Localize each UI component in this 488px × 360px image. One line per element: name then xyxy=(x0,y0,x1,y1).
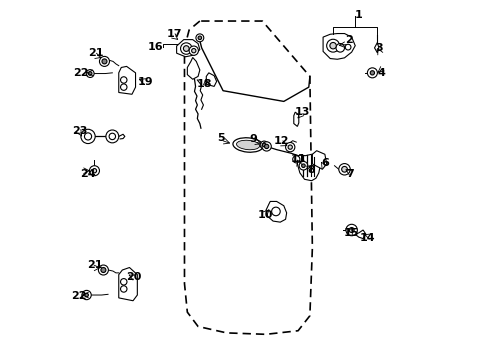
Circle shape xyxy=(345,44,350,50)
Circle shape xyxy=(81,129,95,144)
Text: 2: 2 xyxy=(345,35,352,45)
Circle shape xyxy=(262,143,265,147)
Circle shape xyxy=(191,49,196,53)
Polygon shape xyxy=(323,33,354,59)
Polygon shape xyxy=(374,42,378,53)
Circle shape xyxy=(196,34,203,42)
Polygon shape xyxy=(206,73,216,86)
Circle shape xyxy=(121,286,127,292)
Circle shape xyxy=(189,46,198,55)
Polygon shape xyxy=(354,230,365,239)
Circle shape xyxy=(262,142,271,151)
Circle shape xyxy=(86,69,94,77)
Text: 23: 23 xyxy=(72,126,88,136)
Circle shape xyxy=(102,59,107,64)
Circle shape xyxy=(285,143,294,152)
Circle shape xyxy=(92,168,97,173)
Circle shape xyxy=(301,164,305,167)
Text: 11: 11 xyxy=(290,154,306,164)
Circle shape xyxy=(366,68,377,78)
Circle shape xyxy=(101,267,106,273)
Polygon shape xyxy=(265,202,286,222)
Circle shape xyxy=(287,145,292,149)
Polygon shape xyxy=(297,154,320,181)
Circle shape xyxy=(109,133,115,140)
Circle shape xyxy=(82,291,91,300)
Circle shape xyxy=(98,265,108,275)
Text: 6: 6 xyxy=(320,158,328,168)
Circle shape xyxy=(84,133,91,140)
Text: 9: 9 xyxy=(249,134,257,144)
Circle shape xyxy=(106,130,119,143)
Text: 20: 20 xyxy=(126,272,141,282)
Text: 8: 8 xyxy=(307,165,315,175)
Circle shape xyxy=(121,77,127,83)
Circle shape xyxy=(89,166,99,176)
Text: 22: 22 xyxy=(73,68,88,78)
Text: 4: 4 xyxy=(376,68,384,78)
Circle shape xyxy=(180,43,192,54)
Text: 21: 21 xyxy=(87,260,102,270)
Circle shape xyxy=(326,39,339,52)
Text: 12: 12 xyxy=(273,136,289,147)
Circle shape xyxy=(271,207,280,216)
Polygon shape xyxy=(312,151,326,169)
Polygon shape xyxy=(176,40,200,57)
Circle shape xyxy=(341,166,346,172)
Circle shape xyxy=(99,57,109,66)
Circle shape xyxy=(260,141,267,149)
Polygon shape xyxy=(119,66,135,94)
Polygon shape xyxy=(187,58,200,79)
Text: 22: 22 xyxy=(70,291,86,301)
Text: 15: 15 xyxy=(343,228,359,238)
Circle shape xyxy=(292,156,299,163)
Circle shape xyxy=(121,279,127,285)
Circle shape xyxy=(88,72,92,75)
Text: 18: 18 xyxy=(196,78,212,89)
Circle shape xyxy=(121,84,127,90)
Text: 13: 13 xyxy=(294,107,309,117)
Circle shape xyxy=(369,71,374,75)
Ellipse shape xyxy=(236,140,259,150)
Ellipse shape xyxy=(232,138,263,152)
Circle shape xyxy=(299,161,307,170)
Text: 1: 1 xyxy=(354,10,362,20)
Text: 16: 16 xyxy=(148,42,163,52)
Text: 14: 14 xyxy=(359,233,375,243)
Text: 24: 24 xyxy=(80,168,96,179)
Text: 10: 10 xyxy=(257,210,272,220)
Text: 3: 3 xyxy=(375,43,382,53)
Text: 17: 17 xyxy=(167,29,182,39)
Circle shape xyxy=(264,144,268,149)
Circle shape xyxy=(84,293,88,297)
Text: 21: 21 xyxy=(88,48,104,58)
Circle shape xyxy=(198,36,201,40)
Text: 19: 19 xyxy=(137,77,153,87)
Text: 7: 7 xyxy=(346,168,353,179)
Polygon shape xyxy=(119,267,137,301)
Polygon shape xyxy=(293,112,298,126)
Circle shape xyxy=(329,42,336,49)
Circle shape xyxy=(345,224,357,236)
Circle shape xyxy=(348,228,353,233)
Circle shape xyxy=(335,44,344,52)
Circle shape xyxy=(183,46,189,51)
Circle shape xyxy=(338,163,349,175)
Text: 5: 5 xyxy=(216,133,224,143)
